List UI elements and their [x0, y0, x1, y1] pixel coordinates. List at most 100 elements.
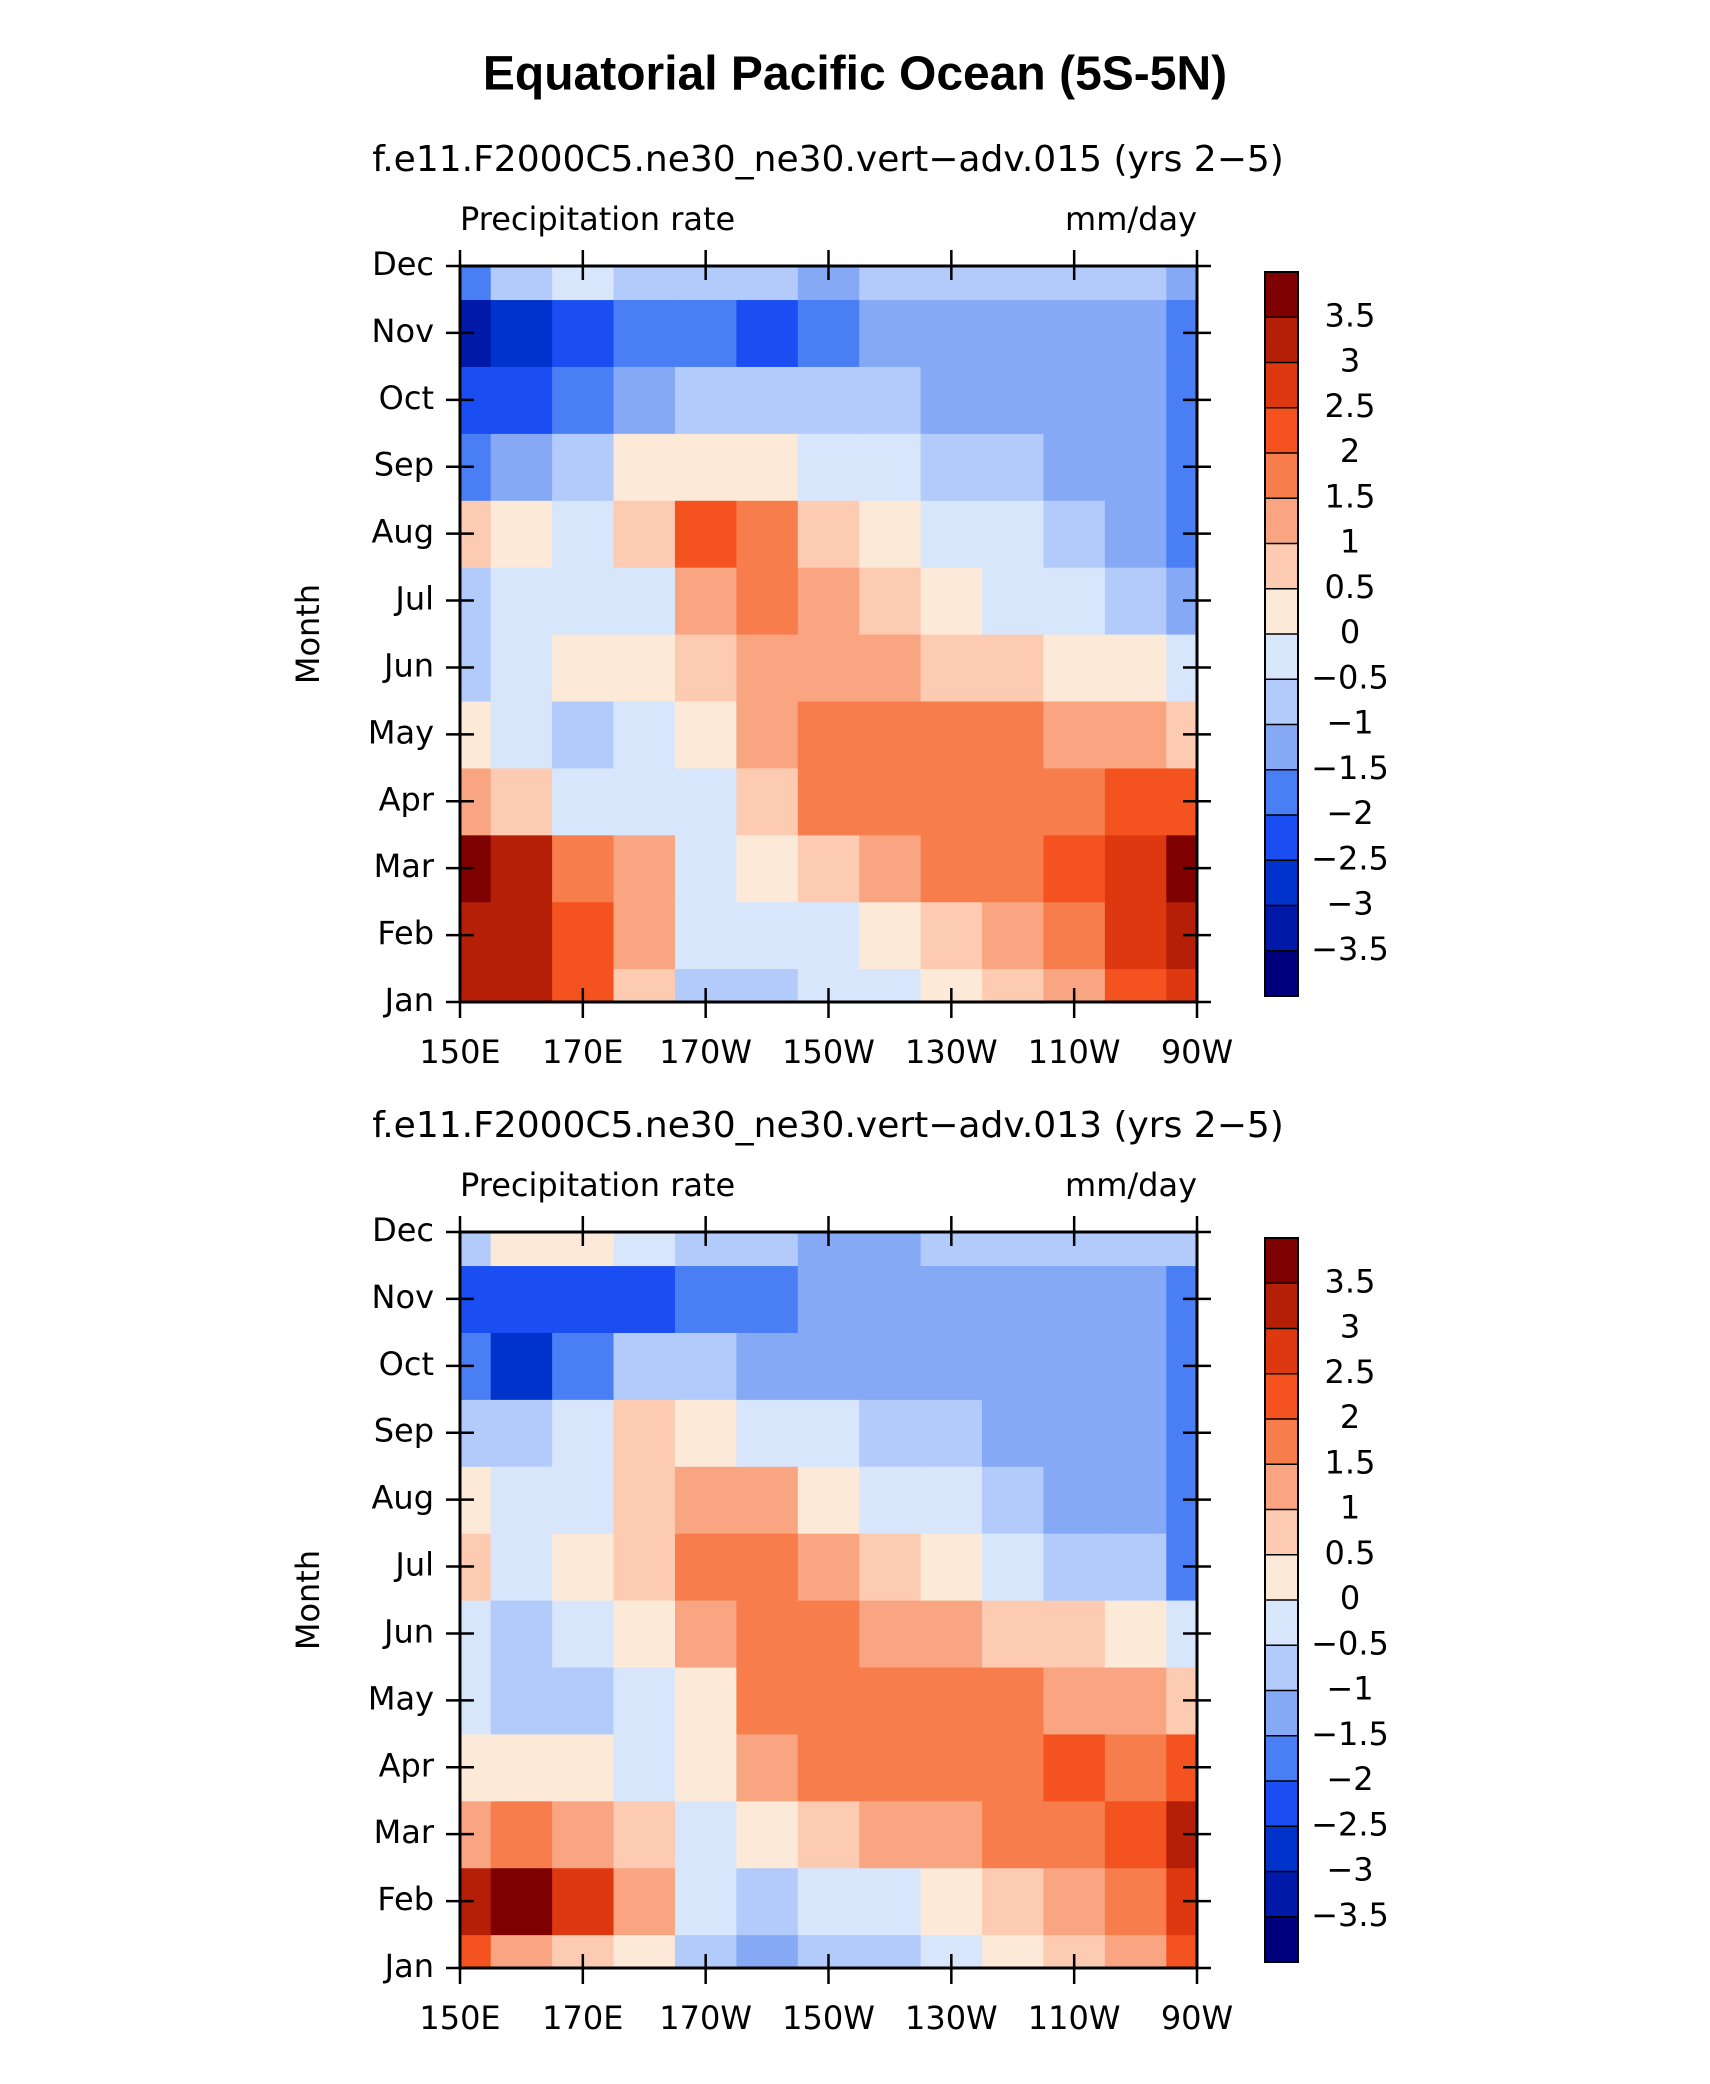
contour-cell — [460, 1934, 492, 1968]
contour-cell — [490, 500, 553, 568]
contour-cell — [736, 567, 799, 635]
contour-cell — [490, 1533, 553, 1601]
contour-cell — [920, 567, 983, 635]
x-tick-label: 150W — [782, 1999, 875, 2037]
x-tick-label: 130W — [905, 1033, 998, 1071]
contour-cell — [797, 567, 860, 635]
contour-cell — [797, 1666, 860, 1735]
contour-cell — [674, 1399, 737, 1467]
x-tick-label: 110W — [1028, 1033, 1121, 1071]
contour-cell — [736, 433, 799, 501]
contour-cell — [1043, 299, 1106, 367]
contour-cell — [797, 1466, 860, 1534]
y-tick-label: Aug — [372, 513, 434, 551]
contour-cell — [859, 567, 922, 635]
contour-cell — [552, 901, 615, 970]
colorbar-label: −3.5 — [1311, 1896, 1389, 1934]
contour-cell — [736, 1533, 799, 1601]
colorbar-box — [1265, 407, 1298, 453]
contour-cell — [797, 1733, 860, 1802]
contour-cell — [490, 1934, 553, 1968]
y-axis-label: Month — [289, 584, 327, 684]
colorbar-box — [1265, 1916, 1298, 1962]
colorbar-label: −3.5 — [1311, 930, 1389, 968]
contour-cell — [736, 1666, 799, 1735]
colorbar-box — [1265, 1238, 1298, 1284]
contour-cell — [490, 1265, 553, 1333]
contour-cell — [736, 1600, 799, 1668]
contour-cell — [674, 1265, 737, 1333]
contour-cell — [552, 1867, 615, 1936]
contour-cell — [736, 1867, 799, 1936]
colorbar-label: 3.5 — [1325, 1262, 1376, 1300]
x-tick-label: 110W — [1028, 1999, 1121, 2037]
contour-cell — [613, 366, 676, 434]
contour-cell — [613, 1666, 676, 1735]
contour-cell — [797, 767, 860, 836]
contour-cell — [982, 767, 1045, 836]
contour-cell — [613, 1733, 676, 1802]
contour-cell — [552, 299, 615, 367]
contour-cell — [982, 500, 1045, 568]
colorbar-label: −2 — [1326, 1760, 1373, 1798]
colorbar-box — [1265, 1871, 1298, 1917]
y-tick-label: Dec — [372, 245, 434, 283]
contour-cell — [736, 366, 799, 434]
contour-cell — [1043, 1533, 1106, 1601]
contour-cell — [1104, 1533, 1167, 1601]
y-tick-label: Aug — [372, 1479, 434, 1517]
contour-cell — [982, 433, 1045, 501]
contour-cell — [982, 700, 1045, 769]
contour-cell — [736, 968, 799, 1002]
contour-cell — [859, 968, 922, 1002]
contour-cell — [859, 1332, 922, 1400]
contour-cell — [920, 1733, 983, 1802]
colorbar-box — [1265, 498, 1298, 544]
y-tick-label: Oct — [379, 379, 434, 417]
contour-cell — [797, 1533, 860, 1601]
contour-cell — [982, 1733, 1045, 1802]
colorbar-label: −0.5 — [1311, 658, 1389, 696]
contour-cell — [552, 433, 615, 501]
contour-cell — [613, 1399, 676, 1467]
colorbar-box — [1265, 1645, 1298, 1691]
contour-cell — [674, 1800, 737, 1869]
contour-cell — [736, 1733, 799, 1802]
x-tick-label: 150W — [782, 1033, 875, 1071]
y-tick-label: Sep — [374, 1412, 434, 1450]
contour-cell — [490, 1666, 553, 1735]
contour-cell — [736, 1934, 799, 1968]
contour-cell — [797, 700, 860, 769]
contour-cell — [1166, 968, 1197, 1002]
contour-cell — [859, 299, 922, 367]
colorbar-label: 0.5 — [1325, 568, 1376, 606]
colorbar-box — [1265, 1464, 1298, 1510]
contour-cell — [613, 1265, 676, 1333]
contour-cell — [982, 1934, 1045, 1968]
contour-cell — [1104, 299, 1167, 367]
contour-cell — [1104, 1733, 1167, 1802]
contour-cell — [1043, 901, 1106, 970]
contour-cell — [1043, 700, 1106, 769]
contour-cell — [1104, 767, 1167, 836]
contour-cell — [674, 767, 737, 836]
contour-cell — [1166, 1232, 1197, 1267]
x-tick-label: 170E — [542, 1999, 623, 2037]
colorbar-box — [1265, 272, 1298, 318]
contour-cell — [552, 500, 615, 568]
y-tick-label: Jun — [382, 646, 434, 684]
contour-cell — [920, 1332, 983, 1400]
y-tick-label: Feb — [377, 1880, 434, 1918]
contour-cell — [736, 1800, 799, 1869]
y-tick-label: Mar — [374, 847, 435, 885]
colorbar-label: 2 — [1340, 1398, 1360, 1436]
contour-cell — [920, 1265, 983, 1333]
contour-cell — [1043, 1666, 1106, 1735]
colorbar-box — [1265, 543, 1298, 589]
contour-cell — [613, 1533, 676, 1601]
contour-cell — [982, 1232, 1045, 1267]
contour-cell — [490, 1733, 553, 1802]
contour-cell — [552, 1733, 615, 1802]
y-tick-label: Jul — [393, 580, 434, 618]
contour-cell — [736, 901, 799, 970]
